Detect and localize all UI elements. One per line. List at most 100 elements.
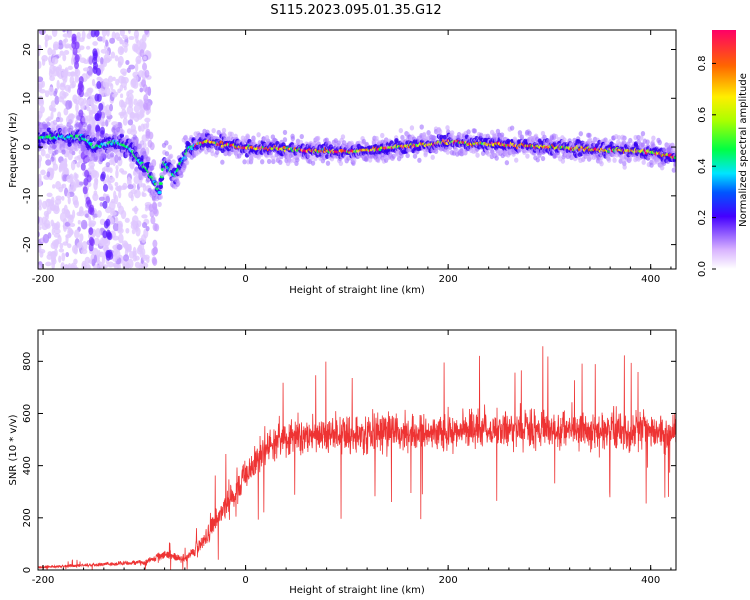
spectral-noise-blob	[116, 201, 122, 209]
x-tick-label: 200	[439, 575, 458, 586]
ridge-halo-blob	[445, 125, 450, 131]
spectral-noise-blob	[68, 229, 74, 234]
ridge-halo-blob	[295, 157, 300, 163]
spectral-noise-blob	[132, 170, 136, 176]
ridge-halo-blob	[422, 131, 427, 138]
spectral-noise-blob	[74, 75, 80, 83]
spectral-noise-blob	[133, 98, 138, 106]
ridge-halo-blob	[120, 129, 125, 135]
spectral-noise-blob	[114, 55, 119, 62]
spectral-noise-blob	[130, 129, 138, 136]
spectral-streak-blob	[89, 207, 95, 216]
colorbar-tick-label: 0.4	[697, 158, 708, 174]
spectral-noise-blob	[80, 248, 88, 255]
spectral-noise-blob	[109, 167, 113, 174]
spectral-noise-blob	[128, 64, 136, 70]
spectral-noise-blob	[118, 233, 124, 244]
spectral-streak-blob	[103, 183, 109, 192]
ridge-halo-blob	[278, 159, 283, 165]
ridge-halo-blob	[398, 127, 404, 134]
ridge-halo-blob	[69, 145, 74, 151]
ridge-halo-blob	[514, 157, 519, 163]
ridge-halo-blob	[132, 134, 137, 140]
spectral-noise-blob	[38, 83, 43, 92]
ridge-halo-blob	[409, 125, 415, 131]
ridge-halo-blob	[504, 160, 510, 166]
ridge-halo-blob	[103, 153, 108, 159]
ridge-halo-blob	[251, 136, 256, 142]
spectral-noise-blob	[65, 99, 72, 110]
spectral-noise-blob	[81, 240, 88, 251]
spectral-streak-blob	[99, 130, 105, 139]
spectral-noise-blob	[79, 57, 87, 64]
spectral-noise-blob	[101, 255, 106, 265]
ridge-halo-blob	[562, 137, 567, 143]
snr-xlabel: Height of straight line (km)	[289, 585, 425, 596]
spectral-noise-blob	[133, 205, 138, 215]
spectral-streak-blob	[92, 52, 98, 61]
spectral-noise-blob	[41, 80, 45, 88]
spectral-noise-blob	[38, 199, 43, 208]
spectral-noise-blob	[91, 78, 96, 87]
spectral-streak-blob	[94, 30, 100, 38]
spectral-noise-blob	[92, 247, 99, 257]
spectral-noise-blob	[127, 30, 131, 34]
ridge-halo-blob	[75, 122, 80, 128]
spectral-noise-blob	[39, 250, 44, 258]
spectral-noise-blob	[74, 173, 79, 180]
ridge-halo-blob	[527, 130, 532, 136]
colorbar-tick-label: 0.0	[697, 261, 708, 277]
ridge-halo-blob	[158, 194, 163, 200]
spectral-noise-blob	[107, 75, 114, 83]
ridge-halo-blob	[380, 132, 385, 139]
spectral-noise-blob	[76, 161, 81, 168]
ridge-halo-blob	[115, 127, 121, 133]
spectral-noise-blob	[58, 186, 64, 193]
ridge-halo-blob	[87, 123, 92, 130]
spectral-noise-blob	[54, 202, 60, 212]
spectral-noise-blob	[114, 249, 121, 259]
spectral-noise-blob	[63, 50, 70, 56]
spectral-noise-blob	[38, 30, 46, 36]
spectral-noise-blob	[141, 34, 147, 43]
colorbar-label: Normalized spectral amplitude	[738, 73, 749, 227]
spectral-noise-blob	[67, 196, 71, 205]
spectral-noise-blob	[41, 54, 48, 62]
spectral-noise-blob	[47, 232, 52, 239]
ridge-band-blob	[394, 138, 399, 143]
spectral-streak-blob	[107, 249, 113, 258]
ridge-halo-blob	[282, 137, 288, 143]
spectral-noise-blob	[63, 93, 67, 99]
spectral-noise-blob	[96, 36, 104, 42]
ridge-halo-blob	[525, 153, 530, 159]
spectral-noise-blob	[108, 183, 113, 190]
spectral-noise-blob	[135, 55, 142, 65]
spectral-noise-blob	[129, 162, 135, 169]
colorbar: 0.00.20.40.60.8 Normalized spectral ampl…	[697, 30, 749, 277]
spectral-noise-blob	[79, 233, 84, 242]
ridge-halo-blob	[282, 129, 288, 136]
ridge-halo-blob	[167, 144, 173, 150]
spectral-noise-blob	[57, 234, 62, 245]
spectral-noise-blob	[131, 228, 136, 235]
spectral-noise-blob	[119, 30, 125, 37]
ridge-halo-blob	[419, 124, 424, 130]
spectral-noise-blob	[88, 55, 93, 65]
spectral-noise-blob	[114, 181, 119, 187]
spectral-noise-blob	[65, 233, 72, 239]
spectral-noise-blob	[48, 104, 53, 112]
ridge-halo-blob	[43, 143, 48, 149]
ridge-halo-blob	[417, 157, 422, 163]
ridge-halo-blob	[139, 174, 144, 180]
spectral-noise-blob	[136, 220, 142, 228]
ridge-halo-blob	[211, 128, 216, 134]
spectral-streak-blob	[85, 196, 91, 205]
spectral-streak-blob	[102, 230, 108, 239]
spectral-noise-blob	[117, 88, 122, 94]
spectral-noise-blob	[115, 165, 119, 171]
spectral-noise-blob	[105, 55, 112, 62]
spectral-noise-blob	[40, 169, 46, 176]
spectral-noise-blob	[38, 264, 41, 269]
